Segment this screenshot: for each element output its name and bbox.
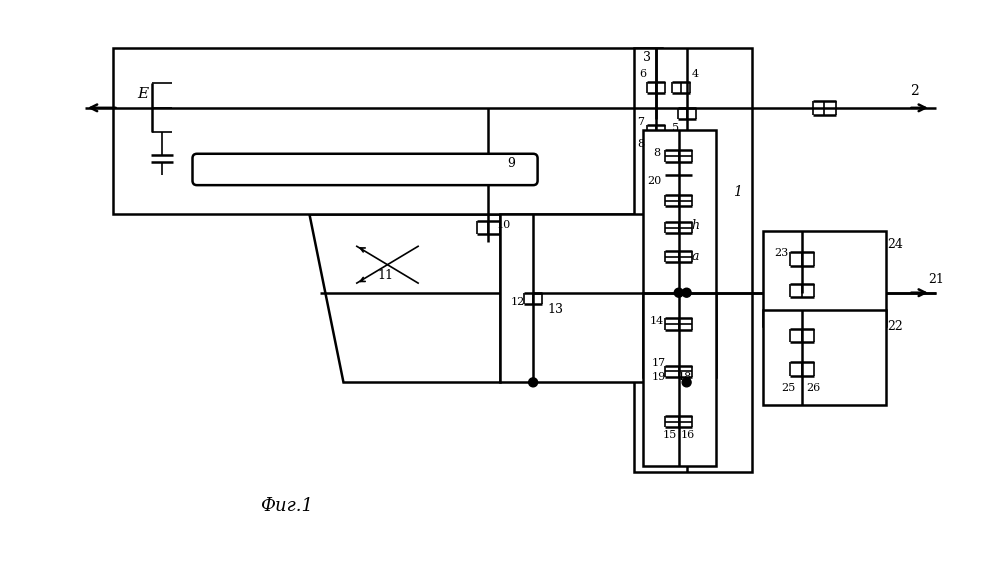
Text: 17: 17 (651, 358, 665, 368)
Bar (113, 48, 662, 215)
Text: 23: 23 (775, 248, 789, 258)
Text: 20: 20 (647, 176, 661, 186)
Text: 5: 5 (672, 123, 679, 133)
Text: 8: 8 (637, 138, 644, 149)
Text: 3: 3 (643, 51, 651, 64)
Text: 18: 18 (677, 372, 691, 382)
Text: 21: 21 (928, 272, 944, 286)
Text: Е: Е (138, 87, 149, 101)
Text: h: h (691, 219, 699, 232)
Polygon shape (309, 215, 500, 382)
Text: a: a (692, 251, 699, 263)
Text: 7: 7 (637, 118, 644, 127)
Text: 14: 14 (649, 316, 663, 326)
Text: 25: 25 (781, 383, 795, 393)
Bar (643, 293, 715, 466)
Text: 6: 6 (639, 69, 646, 79)
Bar (763, 310, 886, 405)
Circle shape (528, 378, 537, 387)
Text: 16: 16 (680, 430, 695, 440)
FancyBboxPatch shape (193, 154, 537, 185)
Bar (763, 231, 886, 327)
Circle shape (674, 288, 683, 297)
Text: 1: 1 (732, 185, 741, 199)
Text: 15: 15 (662, 430, 677, 440)
Bar (634, 48, 751, 472)
Text: 10: 10 (497, 221, 511, 230)
Text: 24: 24 (887, 238, 903, 251)
Text: 19: 19 (651, 372, 665, 382)
Text: 26: 26 (806, 383, 820, 393)
Text: 2: 2 (910, 84, 918, 98)
Bar (643, 130, 715, 377)
Text: 4: 4 (692, 69, 699, 79)
Text: 12: 12 (510, 297, 524, 307)
Text: 11: 11 (378, 270, 394, 283)
Text: 9: 9 (506, 157, 514, 171)
Text: 8: 8 (652, 148, 660, 158)
Text: 22: 22 (887, 320, 903, 333)
Text: Фиг.1: Фиг.1 (260, 497, 313, 515)
Circle shape (682, 378, 691, 387)
Circle shape (682, 288, 691, 297)
Bar (500, 215, 662, 382)
Text: 13: 13 (547, 303, 563, 316)
